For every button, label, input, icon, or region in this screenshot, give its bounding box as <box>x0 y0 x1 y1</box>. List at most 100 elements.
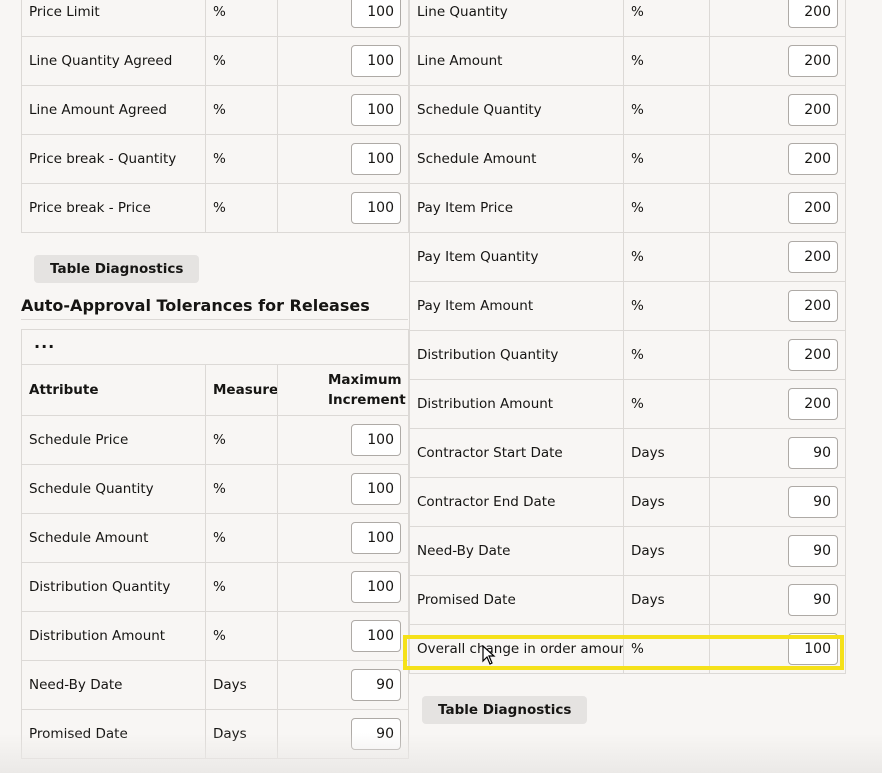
maximum-increment-input[interactable]: 90 <box>788 535 838 567</box>
value-cell: 90 <box>277 660 409 710</box>
maximum-increment-input[interactable]: 100 <box>351 522 401 554</box>
table-row: Contractor Start Date Days 90 <box>409 428 846 478</box>
maximum-increment-input[interactable]: 100 <box>351 571 401 603</box>
maximum-increment-input[interactable]: 200 <box>788 388 838 420</box>
attribute-cell: Need-By Date <box>21 660 206 710</box>
maximum-increment-input[interactable]: 100 <box>351 94 401 126</box>
top-left-tolerance-table: Price Limit% 100 Line Quantity Agreed% 100 L… <box>21 0 409 233</box>
column-header-maximum-increment[interactable]: Maximum Increment <box>277 364 409 416</box>
value-cell: 90 <box>709 575 846 625</box>
measure-cell: % <box>205 134 278 184</box>
bottom-fade <box>0 733 882 773</box>
measure-cell: Days <box>623 428 710 478</box>
attribute-cell: Distribution Quantity <box>409 330 624 380</box>
attribute-cell: Schedule Amount <box>409 134 624 184</box>
maximum-increment-input[interactable]: 90 <box>788 584 838 616</box>
measure-cell: % <box>205 513 278 563</box>
table-row: Pay Item Quantity% 200 <box>409 232 846 282</box>
table-row: Schedule Quantity% 200 <box>409 85 846 135</box>
measure-cell: % <box>623 0 710 37</box>
attribute-cell: Contractor Start Date <box>409 428 624 478</box>
value-cell: 200 <box>709 0 846 37</box>
measure-cell: % <box>205 611 278 661</box>
maximum-increment-input[interactable]: 100 <box>351 45 401 77</box>
value-cell: 200 <box>709 134 846 184</box>
maximum-increment-input[interactable]: 200 <box>788 0 838 28</box>
attribute-cell: Contractor End Date <box>409 477 624 527</box>
maximum-increment-input[interactable]: 200 <box>788 192 838 224</box>
maximum-increment-input[interactable]: 100 <box>351 143 401 175</box>
table-row: Distribution Quantity% 100 <box>21 562 409 612</box>
table-row: Schedule Amount% 200 <box>409 134 846 184</box>
table-row: Need-By Date Days 90 <box>409 526 846 576</box>
right-table-diagnostics-button[interactable]: Table Diagnostics <box>422 696 588 724</box>
maximum-increment-input[interactable]: 200 <box>788 143 838 175</box>
value-cell: 100 <box>277 183 409 233</box>
attribute-cell: Pay Item Amount <box>409 281 624 331</box>
maximum-increment-input[interactable]: 90 <box>351 669 401 701</box>
table-row: Line Amount Agreed% 100 <box>21 85 409 135</box>
table-row: Schedule Quantity% 100 <box>21 464 409 514</box>
value-cell: 100 <box>277 513 409 563</box>
measure-cell: Days <box>205 660 278 710</box>
table-row: Contractor End Date Days 90 <box>409 477 846 527</box>
value-cell: 200 <box>709 85 846 135</box>
attribute-cell: Schedule Quantity <box>409 85 624 135</box>
maximum-increment-input[interactable]: 90 <box>788 486 838 518</box>
highlight-box <box>403 635 844 670</box>
attribute-cell: Schedule Quantity <box>21 464 206 514</box>
measure-cell: % <box>205 562 278 612</box>
measure-cell: % <box>623 379 710 429</box>
maximum-increment-input[interactable]: 100 <box>351 424 401 456</box>
attribute-cell: Schedule Price <box>21 415 206 465</box>
table-row: Line Quantity% 200 <box>409 0 846 37</box>
attribute-cell: Line Quantity <box>409 0 624 37</box>
column-header-attribute[interactable]: Attribute <box>21 364 206 416</box>
maximum-increment-input[interactable]: 100 <box>351 620 401 652</box>
value-cell: 100 <box>277 562 409 612</box>
maximum-increment-input[interactable]: 100 <box>351 0 401 28</box>
maximum-increment-input[interactable]: 100 <box>351 192 401 224</box>
table-row: Price Limit% 100 <box>21 0 409 37</box>
value-cell: 100 <box>277 134 409 184</box>
maximum-increment-input[interactable]: 90 <box>788 437 838 469</box>
table-row: Line Amount% 200 <box>409 36 846 86</box>
table-row: Schedule Price% 100 <box>21 415 409 465</box>
table-row: Pay Item Price% 200 <box>409 183 846 233</box>
table-row: Need-By Date Days 90 <box>21 660 409 710</box>
attribute-cell: Line Amount <box>409 36 624 86</box>
mouse-cursor-icon <box>482 645 496 665</box>
attribute-cell: Schedule Amount <box>21 513 206 563</box>
attribute-cell: Pay Item Price <box>409 183 624 233</box>
measure-cell: % <box>205 36 278 86</box>
maximum-increment-input[interactable]: 200 <box>788 290 838 322</box>
left-table-diagnostics-button[interactable]: Table Diagnostics <box>34 255 200 283</box>
more-actions-button[interactable]: ... <box>21 329 409 365</box>
value-cell: 100 <box>277 85 409 135</box>
measure-cell: % <box>623 330 710 380</box>
measure-cell: % <box>623 183 710 233</box>
value-cell: 90 <box>709 526 846 576</box>
releases-section-title: Auto-Approval Tolerances for Releases <box>21 296 408 320</box>
attribute-cell: Promised Date <box>409 575 624 625</box>
maximum-increment-input[interactable]: 100 <box>351 473 401 505</box>
table-row: Distribution Amount% 200 <box>409 379 846 429</box>
attribute-cell: Line Amount Agreed <box>21 85 206 135</box>
value-cell: 100 <box>277 415 409 465</box>
maximum-increment-input[interactable]: 200 <box>788 94 838 126</box>
attribute-cell: Pay Item Quantity <box>409 232 624 282</box>
maximum-increment-input[interactable]: 200 <box>788 241 838 273</box>
right-tolerance-table: Line Quantity% 200 Line Amount% 200 Schedule… <box>409 0 846 674</box>
table-row: Pay Item Amount% 200 <box>409 281 846 331</box>
table-row: Schedule Amount% 100 <box>21 513 409 563</box>
attribute-cell: Distribution Amount <box>21 611 206 661</box>
table-row: Distribution Quantity% 200 <box>409 330 846 380</box>
column-header-measure[interactable]: Measure <box>205 364 278 416</box>
maximum-increment-input[interactable]: 200 <box>788 339 838 371</box>
value-cell: 200 <box>709 36 846 86</box>
maximum-increment-input[interactable]: 200 <box>788 45 838 77</box>
table-row: Line Quantity Agreed% 100 <box>21 36 409 86</box>
value-cell: 200 <box>709 330 846 380</box>
measure-cell: % <box>623 85 710 135</box>
